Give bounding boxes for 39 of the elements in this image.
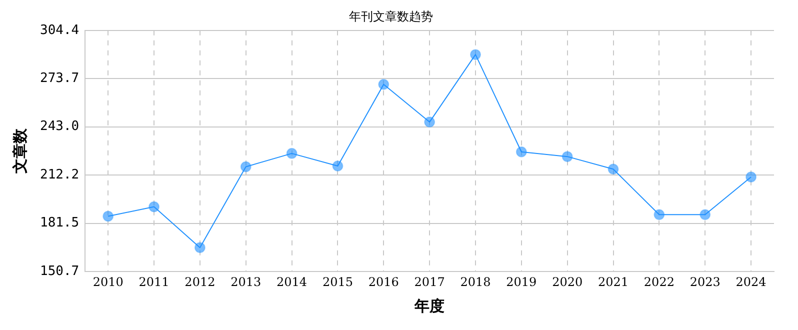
y-axis-title: 文章数 — [10, 128, 29, 174]
x-tick-label: 2023 — [690, 274, 720, 289]
x-tick-label: 2014 — [276, 274, 308, 289]
x-tick-label: 2024 — [736, 274, 767, 289]
x-tick-label: 2018 — [460, 274, 491, 289]
point — [700, 209, 711, 220]
x-tick-label: 2019 — [506, 274, 537, 289]
point — [654, 209, 665, 220]
point — [240, 161, 252, 172]
point — [194, 242, 206, 254]
x-tick-label: 2016 — [368, 274, 399, 289]
point — [608, 164, 619, 175]
point — [424, 116, 436, 128]
y-tick-label: 304.4 — [40, 22, 80, 38]
point — [102, 210, 114, 222]
x-tick-label: 2011 — [138, 274, 170, 289]
x-tick-label: 2013 — [230, 274, 262, 289]
point — [148, 201, 160, 212]
x-tick-label: 2022 — [644, 274, 674, 289]
y-tick-label: 212.2 — [40, 167, 80, 182]
point — [516, 146, 527, 158]
y-tick-label: 243.0 — [40, 119, 80, 134]
point — [286, 148, 298, 159]
chart-title: 年刊文章数趋势 — [349, 9, 433, 24]
x-tick-label: 2010 — [92, 274, 124, 289]
point — [332, 160, 344, 172]
point — [378, 78, 390, 90]
x-tick-label: 2015 — [322, 274, 353, 289]
x-tick-label: 2021 — [598, 274, 629, 289]
x-axis-title: 年度 — [414, 296, 445, 315]
point — [470, 49, 481, 60]
y-tick-label: 273.7 — [40, 70, 80, 86]
x-tick-label: 2012 — [184, 274, 216, 289]
point — [746, 171, 757, 182]
y-tick-label: 181.5 — [40, 216, 80, 231]
point — [562, 151, 573, 162]
x-tick-label: 2017 — [414, 274, 445, 289]
x-tick-label: 2020 — [552, 274, 583, 289]
y-tick-label: 150.7 — [40, 264, 80, 279]
